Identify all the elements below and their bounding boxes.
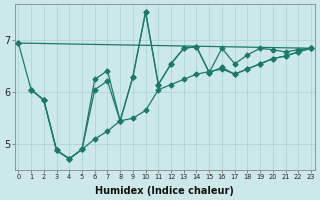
X-axis label: Humidex (Indice chaleur): Humidex (Indice chaleur)	[95, 186, 234, 196]
